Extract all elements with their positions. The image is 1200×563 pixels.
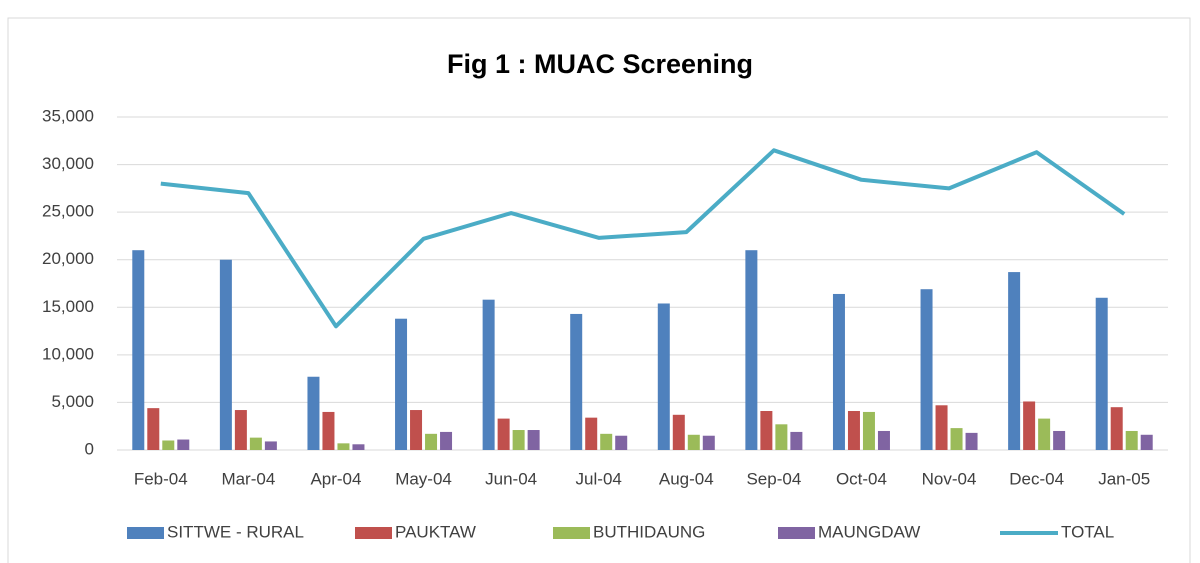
legend-label: SITTWE - RURAL bbox=[167, 522, 304, 541]
x-tick-label: Jul-04 bbox=[576, 469, 622, 488]
bar bbox=[862, 411, 875, 450]
bar bbox=[585, 417, 598, 450]
x-tick-label: Sep-04 bbox=[746, 469, 801, 488]
bar bbox=[1125, 430, 1138, 450]
x-tick-label: Apr-04 bbox=[310, 469, 361, 488]
bar bbox=[775, 424, 788, 450]
bar bbox=[790, 431, 803, 450]
y-tick-label: 0 bbox=[85, 439, 94, 458]
legend-swatch bbox=[127, 527, 164, 539]
y-tick-label: 25,000 bbox=[42, 202, 94, 221]
x-tick-label: Oct-04 bbox=[836, 469, 887, 488]
x-tick-label: Aug-04 bbox=[659, 469, 714, 488]
y-tick-label: 35,000 bbox=[42, 106, 94, 125]
y-tick-label: 15,000 bbox=[42, 297, 94, 316]
bar bbox=[337, 443, 350, 450]
chart-border bbox=[7, 17, 1191, 563]
legend-swatch bbox=[553, 527, 590, 539]
bar bbox=[395, 318, 408, 450]
bar bbox=[920, 289, 933, 450]
bar bbox=[162, 440, 175, 450]
y-tick-label: 5,000 bbox=[51, 392, 94, 411]
bar bbox=[1038, 418, 1051, 450]
bar bbox=[527, 430, 540, 450]
bar bbox=[760, 410, 773, 450]
bar bbox=[950, 428, 963, 450]
bar bbox=[570, 313, 583, 450]
y-tick-label: 10,000 bbox=[42, 344, 94, 363]
bar bbox=[234, 410, 247, 450]
bar bbox=[745, 250, 758, 450]
bar bbox=[1110, 407, 1123, 450]
y-tick-label: 20,000 bbox=[42, 249, 94, 268]
bar bbox=[219, 259, 232, 450]
x-tick-label: Feb-04 bbox=[134, 469, 188, 488]
bar bbox=[307, 376, 320, 450]
bar bbox=[482, 299, 495, 450]
bar bbox=[425, 433, 438, 450]
x-tick-label: Jun-04 bbox=[485, 469, 537, 488]
bar bbox=[615, 435, 628, 450]
y-tick-label: 30,000 bbox=[42, 154, 94, 173]
chart-title: Fig 1 : MUAC Screening bbox=[447, 49, 753, 79]
bar bbox=[410, 410, 423, 450]
bar bbox=[322, 411, 335, 450]
x-tick-label: Mar-04 bbox=[221, 469, 275, 488]
bar bbox=[687, 434, 700, 450]
bar bbox=[497, 418, 510, 450]
bar bbox=[1023, 401, 1036, 450]
bar bbox=[1095, 297, 1108, 450]
x-tick-label: Dec-04 bbox=[1009, 469, 1064, 488]
bar bbox=[877, 430, 890, 450]
bar bbox=[249, 437, 262, 450]
bar bbox=[132, 250, 145, 450]
legend-label: MAUNGDAW bbox=[818, 522, 920, 541]
bar bbox=[440, 431, 453, 450]
bar bbox=[935, 405, 948, 450]
legend-swatch bbox=[778, 527, 815, 539]
bar bbox=[832, 293, 845, 450]
bar bbox=[702, 435, 715, 450]
legend-swatch bbox=[355, 527, 392, 539]
x-tick-label: Jan-05 bbox=[1098, 469, 1150, 488]
x-tick-label: Nov-04 bbox=[922, 469, 977, 488]
bar bbox=[1008, 272, 1021, 450]
bar bbox=[1053, 430, 1066, 450]
bar bbox=[147, 408, 160, 450]
bar bbox=[600, 433, 613, 450]
legend-label: TOTAL bbox=[1061, 522, 1114, 541]
bar bbox=[672, 414, 685, 450]
bar bbox=[965, 432, 978, 450]
bar bbox=[847, 410, 860, 450]
bar bbox=[264, 441, 277, 450]
bar bbox=[657, 303, 670, 450]
legend-label: PAUKTAW bbox=[395, 522, 476, 541]
legend-label: BUTHIDAUNG bbox=[593, 522, 705, 541]
bar bbox=[1140, 434, 1153, 450]
bar bbox=[512, 430, 525, 450]
bar bbox=[352, 444, 365, 450]
x-tick-label: May-04 bbox=[395, 469, 452, 488]
line bbox=[160, 148, 1126, 329]
bar bbox=[177, 439, 190, 450]
